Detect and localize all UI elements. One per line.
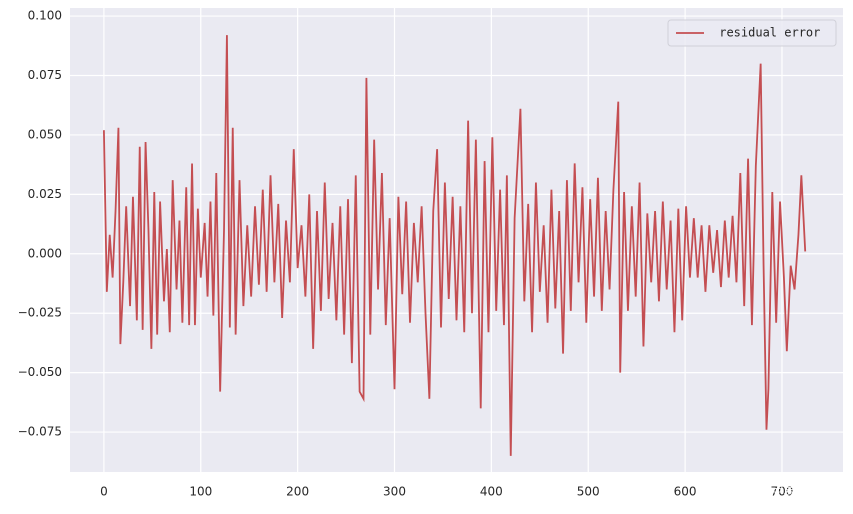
x-tick-label: 700 bbox=[771, 485, 794, 499]
x-tick-label: 300 bbox=[383, 485, 406, 499]
y-tick-label: 0.000 bbox=[28, 246, 62, 260]
x-tick-label: 0 bbox=[100, 485, 108, 499]
y-tick-label: 0.100 bbox=[28, 9, 62, 23]
y-tick-label: 0.075 bbox=[28, 68, 62, 82]
x-tick-label: 400 bbox=[480, 485, 503, 499]
x-tick-label: 200 bbox=[286, 485, 309, 499]
y-tick-label: 0.050 bbox=[28, 127, 62, 141]
legend-box bbox=[667, 19, 837, 47]
x-tick-label: 600 bbox=[674, 485, 697, 499]
line-series bbox=[103, 35, 807, 456]
y-tick-label: −0.050 bbox=[18, 365, 62, 379]
x-tick-label: 100 bbox=[189, 485, 212, 499]
plot-area bbox=[70, 8, 843, 472]
watermark: CSDN @宇易yuyee bbox=[711, 484, 840, 500]
x-tick-label: 500 bbox=[577, 485, 600, 499]
y-tick-label: −0.075 bbox=[18, 425, 62, 439]
y-tick-label: 0.025 bbox=[28, 187, 62, 201]
y-tick-label: −0.025 bbox=[18, 306, 62, 320]
legend-label: residual error bbox=[712, 26, 820, 40]
